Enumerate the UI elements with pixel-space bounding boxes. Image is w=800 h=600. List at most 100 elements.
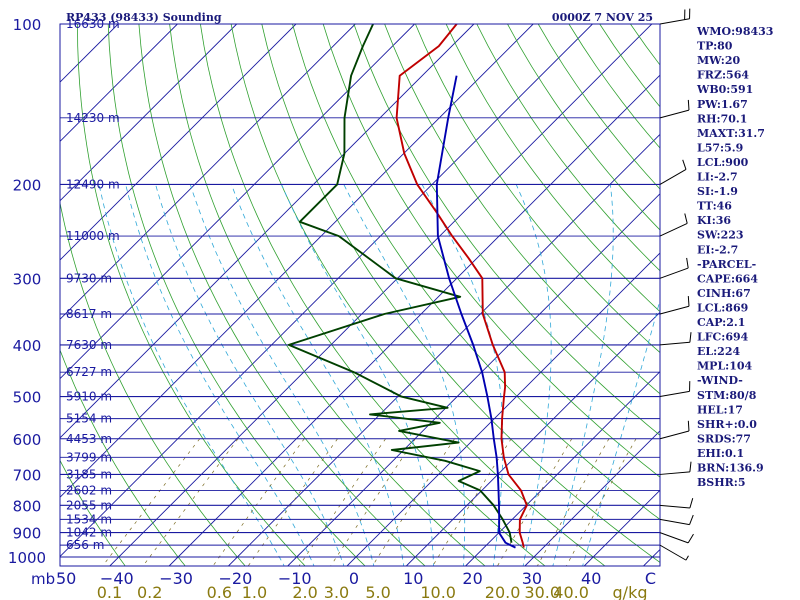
sounding-index: SRDS:77 xyxy=(697,432,751,445)
temperature-tick-label: 30 xyxy=(522,569,542,588)
dry-adiabat xyxy=(60,348,186,566)
mixing-ratio-line xyxy=(536,438,610,566)
isotherm-line xyxy=(60,24,297,261)
isotherm-line xyxy=(346,252,660,566)
mixing-ratio-label: 0.2 xyxy=(137,583,162,600)
mixing-ratio-line xyxy=(212,438,305,566)
mixing-ratio-label: 1.0 xyxy=(242,583,267,600)
mixing-ratio-line xyxy=(497,438,573,566)
wind-barb xyxy=(659,213,688,237)
pressure-label: 200 xyxy=(13,176,42,194)
mixing-ratio-label: 5.0 xyxy=(365,583,390,600)
dry-adiabat xyxy=(384,24,660,395)
plot-frame xyxy=(59,23,661,567)
sounding-index: L57:5.9 xyxy=(697,141,743,154)
dry-adiabat xyxy=(230,24,606,566)
mixing-ratio-label: 10.0 xyxy=(420,583,456,600)
wind-barb xyxy=(659,296,690,315)
sounding-index: EI:-2.7 xyxy=(697,243,738,256)
height-label: 5910 m xyxy=(66,390,112,404)
sounding-index: LI:-2.7 xyxy=(697,171,738,184)
height-label: 3185 m xyxy=(66,467,112,481)
sounding-profiles xyxy=(287,24,528,549)
sounding-index: MW:20 xyxy=(697,54,740,67)
height-label: 1042 m xyxy=(66,526,112,540)
mixing-ratio-label: 2.0 xyxy=(292,583,317,600)
pressure-label: 1000 xyxy=(8,549,46,567)
dry-adiabat xyxy=(476,24,660,272)
height-label: 4453 m xyxy=(66,432,112,446)
sounding-index: MAXT:31.7 xyxy=(697,127,765,140)
mixing-ratio-line xyxy=(565,438,637,566)
sounding-index: LFC:694 xyxy=(697,331,749,344)
moist-adiabat xyxy=(515,184,552,566)
temperature-tick-label: 10 xyxy=(403,569,423,588)
pressure-label: 500 xyxy=(13,389,42,407)
sounding-index: BSHR:5 xyxy=(697,476,746,489)
dry-adiabat xyxy=(138,24,426,566)
height-label: 8617 m xyxy=(66,307,112,321)
pressure-unit: mb xyxy=(31,570,55,588)
isotherm-line xyxy=(287,193,660,566)
height-label: 656 m xyxy=(66,538,104,552)
moist-adiabat xyxy=(343,184,466,566)
wind-barb xyxy=(659,498,694,509)
isotherm-line xyxy=(228,133,660,566)
sounding-index: EHI:0.1 xyxy=(697,447,744,460)
moist-adiabat xyxy=(582,298,660,566)
mixing-ratio-label: 30.0 xyxy=(524,583,560,600)
dry-adiabat xyxy=(200,24,546,566)
wind-barbs xyxy=(659,8,694,561)
dry-adiabat xyxy=(169,24,486,566)
pressure-label: 400 xyxy=(13,337,42,355)
temperature-tick-label: 40 xyxy=(581,569,601,588)
wind-barb xyxy=(659,159,687,185)
mixing-ratio-line xyxy=(432,438,512,566)
wind-barb xyxy=(659,532,694,544)
sounding-index: WMO:98433 xyxy=(696,25,773,38)
wind-barb xyxy=(659,381,691,398)
dry-adiabat xyxy=(445,24,660,313)
temperature-tick-label: 0 xyxy=(349,569,359,588)
dry-adiabat xyxy=(60,459,126,566)
dry-adiabat xyxy=(353,24,660,436)
temperature-tick-label: −30 xyxy=(159,569,193,588)
temperature-tick-label: 20 xyxy=(462,569,482,588)
dry-adiabat xyxy=(322,24,660,478)
height-label: 2602 m xyxy=(66,483,112,497)
wind-barb xyxy=(659,332,692,346)
temperature-tick-label: −10 xyxy=(278,569,312,588)
isotherm-line xyxy=(168,74,660,566)
wind-barb xyxy=(659,461,692,475)
mixing-ratio-label: 40.0 xyxy=(553,583,589,600)
sounding-index: LCL:869 xyxy=(697,301,748,314)
wind-barb xyxy=(659,420,690,440)
height-label: 14230 m xyxy=(66,111,120,125)
sounding-index: CINH:67 xyxy=(697,287,751,300)
mixing-ratio-line xyxy=(247,438,338,566)
dry-adiabat xyxy=(415,24,660,354)
sounding-index: -PARCEL- xyxy=(697,258,756,271)
height-label: 1534 m xyxy=(66,512,112,526)
sounding-index: PW:1.67 xyxy=(697,98,748,111)
height-label: 11000 m xyxy=(66,229,120,243)
temperature-tick-label: −40 xyxy=(100,569,134,588)
isotherm-line xyxy=(60,24,178,143)
parcel-line xyxy=(435,75,516,549)
height-label: 16630 m xyxy=(66,17,120,31)
dry-adiabat xyxy=(261,24,660,563)
moist-adiabat xyxy=(189,184,375,566)
diagram-grid xyxy=(60,24,660,566)
sounding-index: TT:46 xyxy=(697,200,732,213)
isotherm-line xyxy=(60,24,534,498)
chart-title: RP433 (98433) Sounding xyxy=(66,11,222,24)
wind-barb xyxy=(659,514,694,526)
height-label: 7630 m xyxy=(66,338,112,352)
sounding-index: WB0:591 xyxy=(696,83,753,96)
wind-barb xyxy=(659,544,689,561)
moist-adiabat xyxy=(155,184,345,566)
sounding-index: FRZ:564 xyxy=(697,69,749,82)
dry-adiabat xyxy=(292,24,660,521)
